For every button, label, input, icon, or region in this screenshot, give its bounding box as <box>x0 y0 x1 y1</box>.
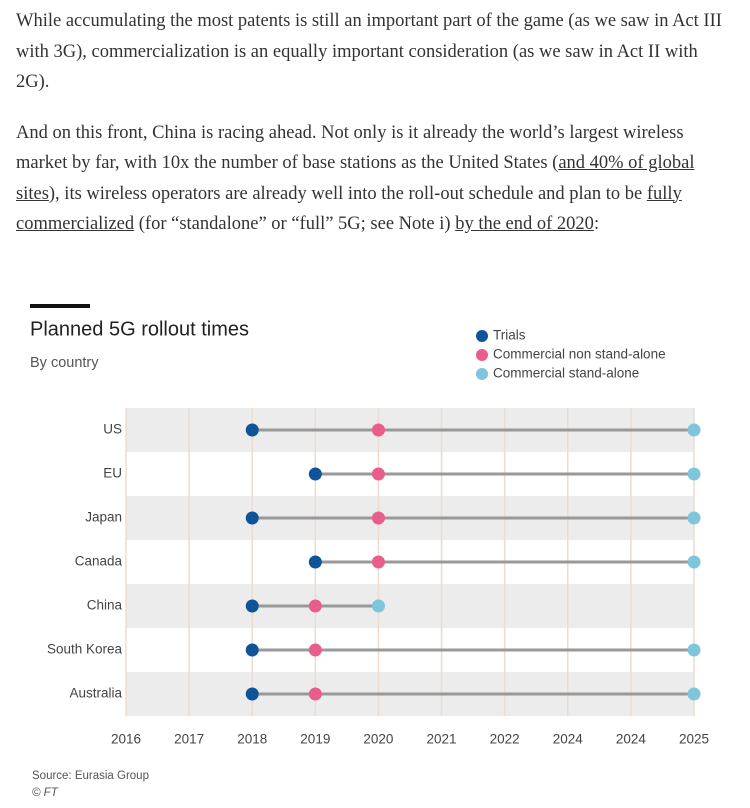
dot <box>308 643 322 657</box>
y-category-label: China <box>87 598 123 613</box>
y-category-label: US <box>103 422 122 437</box>
x-tick-label: 2024 <box>553 732 584 747</box>
text-run: (for “standalone” or “full” 5G; see Note… <box>134 214 456 234</box>
x-tick-label: 2018 <box>237 732 267 747</box>
x-tick-label: 2021 <box>427 732 457 747</box>
link[interactable]: and 40% of global sites <box>16 153 695 204</box>
row-band <box>126 584 694 628</box>
text-run: ), its wireless operators are already we… <box>48 183 647 204</box>
dot <box>245 511 259 525</box>
x-tick-label: 2020 <box>363 732 393 747</box>
dot <box>687 687 701 701</box>
paragraph: And on this front, China is racing ahead… <box>16 118 728 240</box>
dot <box>687 643 701 657</box>
dot <box>687 423 701 437</box>
x-tick-label: 2022 <box>490 732 520 747</box>
legend-label: Commercial non stand-alone <box>493 347 666 362</box>
dot <box>245 599 259 613</box>
dot <box>308 467 322 481</box>
legend-marker <box>476 368 488 380</box>
dot <box>308 555 322 569</box>
chart-title: Planned 5G rollout times <box>30 318 249 340</box>
dot <box>371 511 385 525</box>
link[interactable]: fully commercialized <box>16 183 682 235</box>
legend-marker <box>476 330 488 342</box>
text-run: And on this front, China is racing ahead… <box>16 122 684 174</box>
x-tick-label: 2017 <box>174 732 204 747</box>
article-text: While accumulating the most patents is s… <box>16 6 728 260</box>
dot <box>245 687 259 701</box>
link[interactable]: by the end of 2020 <box>455 214 594 234</box>
dot <box>371 555 385 569</box>
y-category-label: EU <box>103 466 122 481</box>
source: Source: Eurasia Group <box>32 770 149 782</box>
text-run: While accumulating the most patents is s… <box>16 11 722 92</box>
chart: Planned 5G rollout times By country Sour… <box>30 304 709 799</box>
legend-marker <box>476 349 488 361</box>
legend-label: Trials <box>493 328 526 343</box>
dot <box>245 423 259 437</box>
dot <box>371 467 385 481</box>
legend-label: Commercial stand-alone <box>493 366 639 381</box>
dot <box>371 599 385 613</box>
dot <box>308 599 322 613</box>
title-bar <box>30 304 90 308</box>
y-category-label: South Korea <box>47 642 123 657</box>
copyright: © FT <box>32 787 59 799</box>
x-tick-label: 2025 <box>679 732 709 747</box>
dot <box>308 687 322 701</box>
x-tick-label: 2024 <box>616 732 647 747</box>
y-category-label: Canada <box>75 554 123 569</box>
dot <box>687 511 701 525</box>
dot <box>371 423 385 437</box>
x-tick-label: 2019 <box>300 732 330 747</box>
x-tick-label: 2016 <box>111 732 141 747</box>
dot <box>245 643 259 657</box>
text-run: : <box>593 214 600 234</box>
chart-subtitle: By country <box>30 355 99 371</box>
y-category-label: Australia <box>69 686 122 701</box>
dot <box>687 467 701 481</box>
paragraph: While accumulating the most patents is s… <box>16 6 728 98</box>
dot <box>687 555 701 569</box>
y-category-label: Japan <box>85 510 122 525</box>
